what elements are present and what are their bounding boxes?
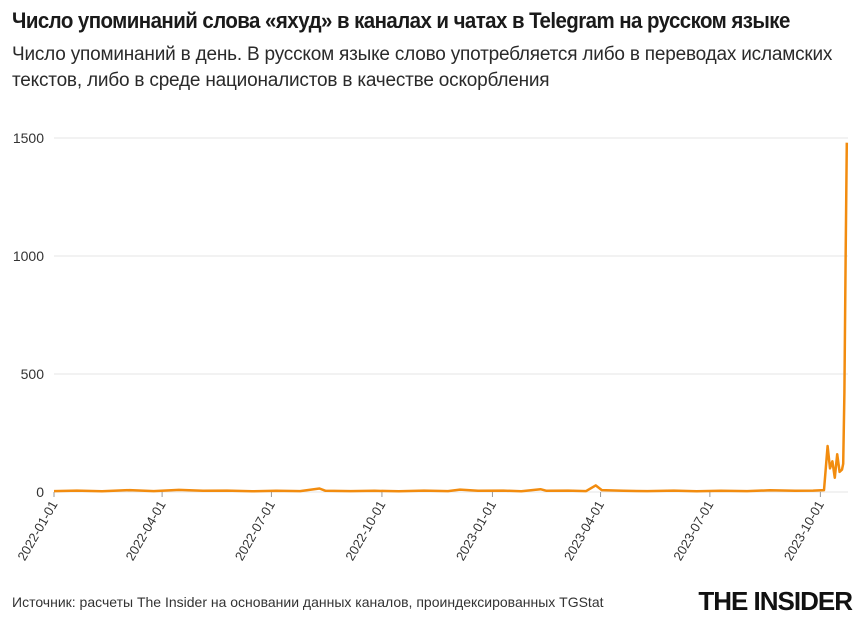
y-tick-label: 1500 (13, 130, 44, 146)
x-tick-label: 2023-04-01 (561, 498, 607, 563)
x-tick-label: 2022-01-01 (14, 498, 60, 563)
y-tick-label: 500 (21, 366, 45, 382)
x-tick-label: 2022-07-01 (232, 498, 278, 563)
x-tick-label: 2023-01-01 (453, 498, 499, 563)
x-tick-label: 2022-10-01 (342, 498, 388, 563)
x-tick-label: 2023-10-01 (781, 498, 827, 563)
x-tick-label: 2023-07-01 (670, 498, 716, 563)
chart-subtitle: Число упоминаний в день. В русском языке… (12, 44, 833, 91)
series-line (53, 142, 849, 493)
x-tick-label: 2022-04-01 (122, 498, 168, 563)
source-note: Источник: расчеты The Insider на основан… (12, 594, 604, 610)
chart-title: Число упоминаний слова «яхуд» в каналах … (12, 8, 790, 33)
y-tick-label: 1000 (13, 248, 44, 264)
the-insider-logo: THE INSIDER (698, 586, 853, 616)
y-tick-label: 0 (36, 484, 44, 500)
